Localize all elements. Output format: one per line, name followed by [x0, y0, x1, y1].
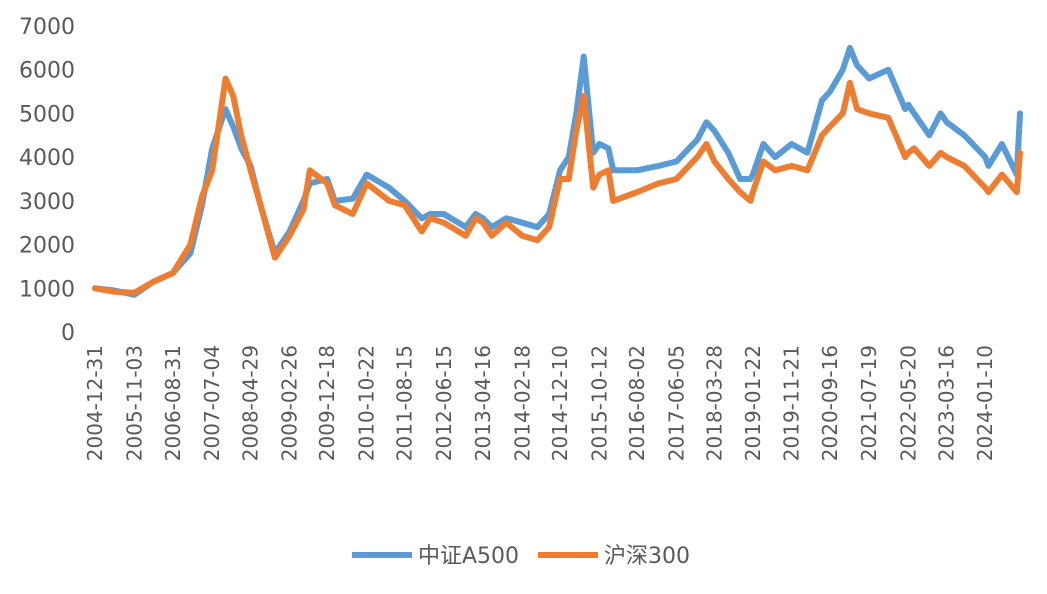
x-tick-label: 2017-06-05 — [664, 345, 688, 461]
y-tick-label: 7000 — [19, 15, 75, 40]
x-tick-label: 2019-01-22 — [741, 345, 765, 461]
x-tick-label: 2008-04-29 — [239, 345, 263, 461]
x-tick-label: 2012-06-15 — [432, 345, 456, 461]
x-tick-label: 2024-01-10 — [973, 345, 997, 461]
legend-label-a500: 中证A500 — [418, 544, 519, 569]
x-tick-label: 2006-08-31 — [161, 345, 185, 461]
x-tick-label: 2011-08-15 — [393, 345, 417, 461]
y-tick-label: 0 — [61, 321, 75, 346]
x-tick-label: 2020-09-16 — [818, 345, 842, 461]
legend: 中证A500 沪深300 — [352, 544, 690, 569]
x-tick-label: 2009-12-18 — [315, 345, 339, 461]
x-tick-label: 2014-02-18 — [510, 345, 534, 461]
x-tick-label: 2005-11-03 — [122, 345, 146, 461]
series-line-hs300 — [92, 75, 1023, 296]
y-tick-label: 4000 — [19, 146, 75, 171]
x-axis: 2004-12-31 2005-11-03 2006-08-31 2007-07-04… — [83, 345, 997, 461]
y-tick-label: 6000 — [19, 59, 75, 84]
y-axis: 0 1000 2000 3000 4000 5000 6000 7000 — [19, 15, 75, 346]
x-tick-label: 2021-07-19 — [857, 345, 881, 461]
x-tick-label: 2014-12-10 — [548, 345, 572, 461]
x-tick-label: 2018-03-28 — [702, 345, 726, 461]
x-tick-label: 2007-07-04 — [200, 345, 224, 461]
x-tick-label: 2016-08-02 — [625, 345, 649, 461]
y-tick-label: 5000 — [19, 102, 75, 127]
x-tick-label: 2022-05-20 — [896, 345, 920, 461]
y-tick-label: 1000 — [19, 277, 75, 302]
x-tick-label: 2023-03-16 — [935, 345, 959, 461]
plot-area — [92, 44, 1023, 298]
x-tick-label: 2010-10-22 — [355, 345, 379, 461]
x-tick-label: 2013-04-16 — [471, 345, 495, 461]
legend-label-hs300: 沪深300 — [604, 544, 690, 569]
y-tick-label: 2000 — [19, 234, 75, 259]
series-line-a500 — [92, 44, 1023, 298]
x-tick-label: 2019-11-21 — [780, 345, 804, 461]
y-tick-label: 3000 — [19, 190, 75, 215]
x-tick-label: 2009-02-26 — [277, 345, 301, 461]
x-tick-label: 2004-12-31 — [83, 345, 107, 461]
x-tick-label: 2015-10-12 — [587, 345, 611, 461]
